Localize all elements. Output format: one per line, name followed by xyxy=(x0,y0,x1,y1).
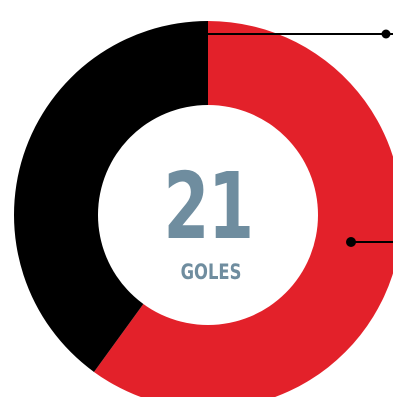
leader-lines xyxy=(208,29,393,247)
donut-hole xyxy=(98,105,318,325)
leader-dot-black-slice xyxy=(381,29,391,39)
center-label: GOLES xyxy=(181,261,242,284)
center-value: 21 xyxy=(163,153,252,260)
leader-dot-red-slice xyxy=(346,237,356,247)
